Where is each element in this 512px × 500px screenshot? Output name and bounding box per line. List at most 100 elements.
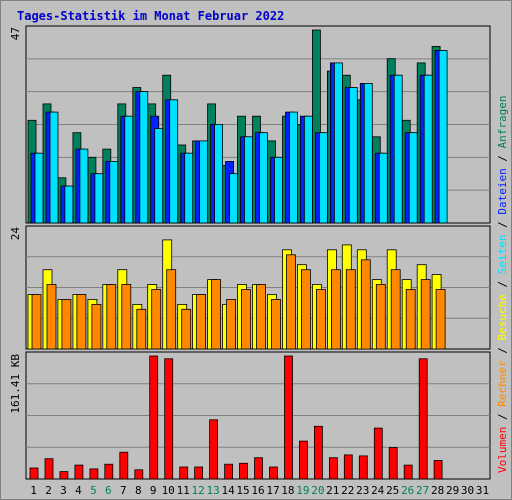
- day-label-7: 7: [120, 484, 127, 497]
- volume-bar-volumen-day-4: [74, 464, 84, 480]
- visits-bar-rechner-day-15: [241, 289, 251, 350]
- day-label-9: 9: [150, 484, 157, 497]
- visits-bar-rechner-day-10: [166, 269, 177, 350]
- requests-bar-seiten-day-21: [333, 62, 343, 224]
- visits-bar-rechner-day-20: [315, 289, 326, 350]
- requests-bar-seiten-day-15: [244, 136, 253, 224]
- requests-bar-seiten-day-24: [378, 152, 388, 224]
- volume-bar-volumen-day-2: [44, 458, 54, 480]
- legend-part-10: Anfragen: [496, 95, 509, 148]
- requests-bar-seiten-day-28: [438, 50, 448, 224]
- requests-bar-seiten-day-8: [139, 91, 149, 224]
- legend-part-3: /: [496, 341, 509, 361]
- day-label-20: 20: [311, 484, 324, 497]
- day-label-21: 21: [326, 484, 339, 497]
- requests-bar-seiten-day-19: [303, 115, 313, 224]
- volume-bar-volumen-day-28: [433, 460, 443, 480]
- volume-bar-volumen-day-9: [149, 355, 159, 480]
- volume-bar-volumen-day-23: [358, 455, 368, 480]
- volume-bar-volumen-day-17: [269, 466, 278, 480]
- day-label-15: 15: [236, 484, 249, 497]
- visits-bars: [27, 239, 446, 350]
- visits-bar-rechner-day-26: [405, 289, 416, 350]
- visits-bar-rechner-day-3: [61, 298, 72, 350]
- requests-bar-seiten-day-9: [154, 128, 164, 224]
- volume-bar-volumen-day-26: [403, 464, 413, 480]
- day-label-13: 13: [206, 484, 219, 497]
- legend-part-2: Rechner: [496, 360, 509, 407]
- requests-bar-seiten-day-11: [184, 152, 194, 224]
- requests-bar-seiten-day-27: [423, 74, 433, 224]
- day-label-31: 31: [476, 484, 489, 497]
- requests-bars: [27, 29, 448, 224]
- volume-bar-volumen-day-13: [209, 419, 219, 480]
- legend-part-7: /: [496, 215, 509, 235]
- volume-bar-volumen-day-19: [298, 440, 308, 480]
- day-label-4: 4: [75, 484, 82, 497]
- requests-bar-seiten-day-16: [259, 132, 268, 224]
- legend-part-9: /: [496, 148, 509, 168]
- visits-bar-rechner-day-8: [136, 308, 147, 350]
- volume-bar-volumen-day-14: [224, 463, 234, 480]
- requests-bar-seiten-day-23: [363, 83, 373, 224]
- visits-bar-rechner-day-16: [256, 284, 266, 350]
- day-label-2: 2: [45, 484, 52, 497]
- volume-bar-volumen-day-12: [194, 466, 204, 480]
- day-label-6: 6: [105, 484, 112, 497]
- requests-bar-seiten-day-12: [199, 140, 209, 224]
- volume-bar-volumen-day-27: [418, 358, 428, 480]
- volume-bar-volumen-day-8: [134, 469, 144, 480]
- visits-bar-rechner-day-17: [271, 298, 281, 350]
- volume-bar-volumen-day-25: [388, 447, 398, 480]
- day-label-17: 17: [266, 484, 279, 497]
- requests-bar-seiten-day-1: [34, 152, 44, 224]
- day-label-16: 16: [251, 484, 264, 497]
- volume-bar-volumen-day-5: [89, 468, 99, 480]
- day-label-1: 1: [30, 484, 37, 497]
- volume-bar-volumen-day-22: [343, 454, 353, 480]
- day-axis-labels: 1 2 3 4 5 6 7 8 9 10 11 12 13 14 15 16 17 18 19 20 21 22 23 24 2…: [30, 484, 489, 497]
- day-label-12: 12: [191, 484, 204, 497]
- requests-bar-seiten-day-14: [229, 173, 239, 224]
- volume-bar-volumen-day-16: [254, 457, 263, 480]
- visits-bar-rechner-day-21: [330, 269, 341, 350]
- visits-bar-rechner-day-28: [435, 289, 446, 350]
- day-label-24: 24: [371, 484, 385, 497]
- requests-bar-seiten-day-22: [348, 87, 358, 224]
- volume-bar-volumen-day-15: [239, 462, 248, 480]
- visits-bar-rechner-day-24: [375, 284, 386, 350]
- day-label-3: 3: [60, 484, 67, 497]
- volume-bar-volumen-day-24: [373, 427, 383, 480]
- day-label-27: 27: [416, 484, 429, 497]
- day-label-8: 8: [135, 484, 142, 497]
- visits-bar-rechner-day-23: [360, 259, 371, 350]
- requests-bar-seiten-day-17: [274, 156, 283, 224]
- requests-bar-seiten-day-10: [169, 99, 179, 224]
- chart-title: Tages-Statistik im Monat Februar 2022: [17, 9, 284, 23]
- requests-bar-seiten-day-5: [94, 173, 104, 224]
- volume-bar-volumen-day-20: [313, 425, 323, 480]
- day-label-5: 5: [90, 484, 97, 497]
- visits-bar-rechner-day-25: [390, 269, 401, 350]
- series-legend-label: Volumen / Rechner / Besuche / Seiten / D…: [496, 95, 509, 473]
- visits-bar-rechner-day-22: [345, 269, 356, 350]
- visits-bar-rechner-day-9: [151, 289, 162, 350]
- day-label-22: 22: [341, 484, 354, 497]
- visits-bar-rechner-day-1: [31, 294, 42, 350]
- requests-bar-seiten-day-7: [124, 115, 134, 224]
- visits-bar-rechner-day-13: [211, 279, 222, 350]
- legend-part-1: /: [496, 407, 509, 427]
- requests-bar-seiten-day-2: [49, 111, 59, 224]
- requests-bar-seiten-day-6: [109, 160, 119, 224]
- requests-bar-seiten-day-20: [318, 132, 328, 224]
- volume-ymax-label: 161.41 KB: [9, 354, 22, 414]
- visits-bar-rechner-day-2: [46, 284, 57, 350]
- volume-bar-volumen-day-11: [179, 466, 189, 480]
- volume-bar-volumen-day-6: [104, 463, 114, 480]
- visits-bar-rechner-day-4: [76, 294, 87, 350]
- legend-part-5: /: [496, 274, 509, 294]
- day-label-19: 19: [296, 484, 309, 497]
- requests-ymax-label: 47: [9, 27, 22, 40]
